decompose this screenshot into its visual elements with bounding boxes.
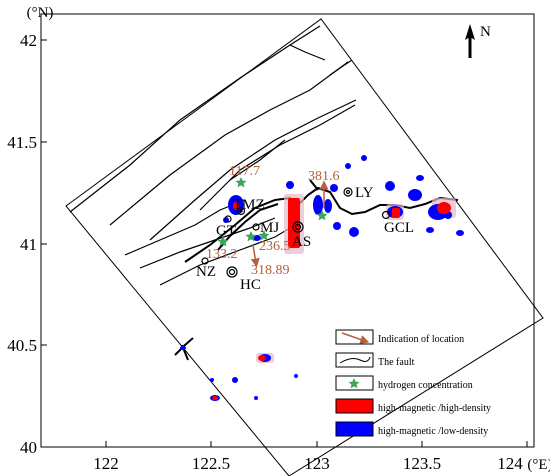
star-icon [348,378,360,389]
x-tick-label: 122 [93,454,119,473]
place-label-gcl: GCL [384,220,414,236]
legend-label-location: Indication of location [378,334,464,345]
hydrogen-value: 318.89 [251,263,290,278]
legend-swatch-blue [335,421,374,437]
place-label-ly: LY [355,185,374,201]
north-label: N [480,24,491,40]
x-tick-label: 123.5 [403,454,441,473]
legend-label-fault: The fault [378,357,415,368]
x-tick-label: 124 [497,454,523,473]
legend-swatch-fault [335,352,374,368]
y-tick-label: 40.5 [7,336,37,355]
location-arrows [250,180,329,268]
place-label-hc: HC [240,277,261,293]
star-icon [258,230,270,241]
hydrogen-value: 117.7 [229,164,260,179]
y-axis-unit: (°N) [27,5,54,21]
legend-swatch-red [335,398,374,414]
legend-label-red: high-magnetic /high-density [378,403,491,414]
legend-label-blue: high-magnetic /low-density [378,426,488,437]
plot-frame [40,13,535,448]
place-markers [201,187,391,278]
y-tick-label: 42 [20,31,37,50]
y-tick-label: 40 [20,438,37,457]
north-arrow-icon [465,24,475,58]
hydrogen-stars [217,177,328,247]
star-icon [316,210,328,221]
star-icon [245,231,257,242]
hydrogen-value: 133.2 [206,247,238,262]
x-tick-label: 123 [304,454,330,473]
place-label-nz: NZ [196,264,216,280]
star-icon [235,177,247,188]
hydrogen-value: 236.5 [259,239,291,254]
y-tick-label: 41 [20,235,37,254]
hydrogen-value: 381.6 [308,169,340,184]
y-axis [41,39,47,448]
place-label-gt: GT [216,223,236,239]
x-axis-unit: (°E) [527,457,550,473]
x-tick-label: 122.5 [192,454,230,473]
high-density-anomalies [212,198,451,400]
low-density-anomalies [180,155,464,401]
legend-label-hydrogen: hydrogen concentration [378,380,473,391]
place-label-as: AS [292,234,311,250]
place-label-tmz: TMZ [233,197,265,213]
star-icon [217,236,229,247]
legend: Indication of location The fault hydroge… [335,329,491,437]
x-axis [105,441,528,447]
y-tick-label: 41.5 [7,133,37,152]
